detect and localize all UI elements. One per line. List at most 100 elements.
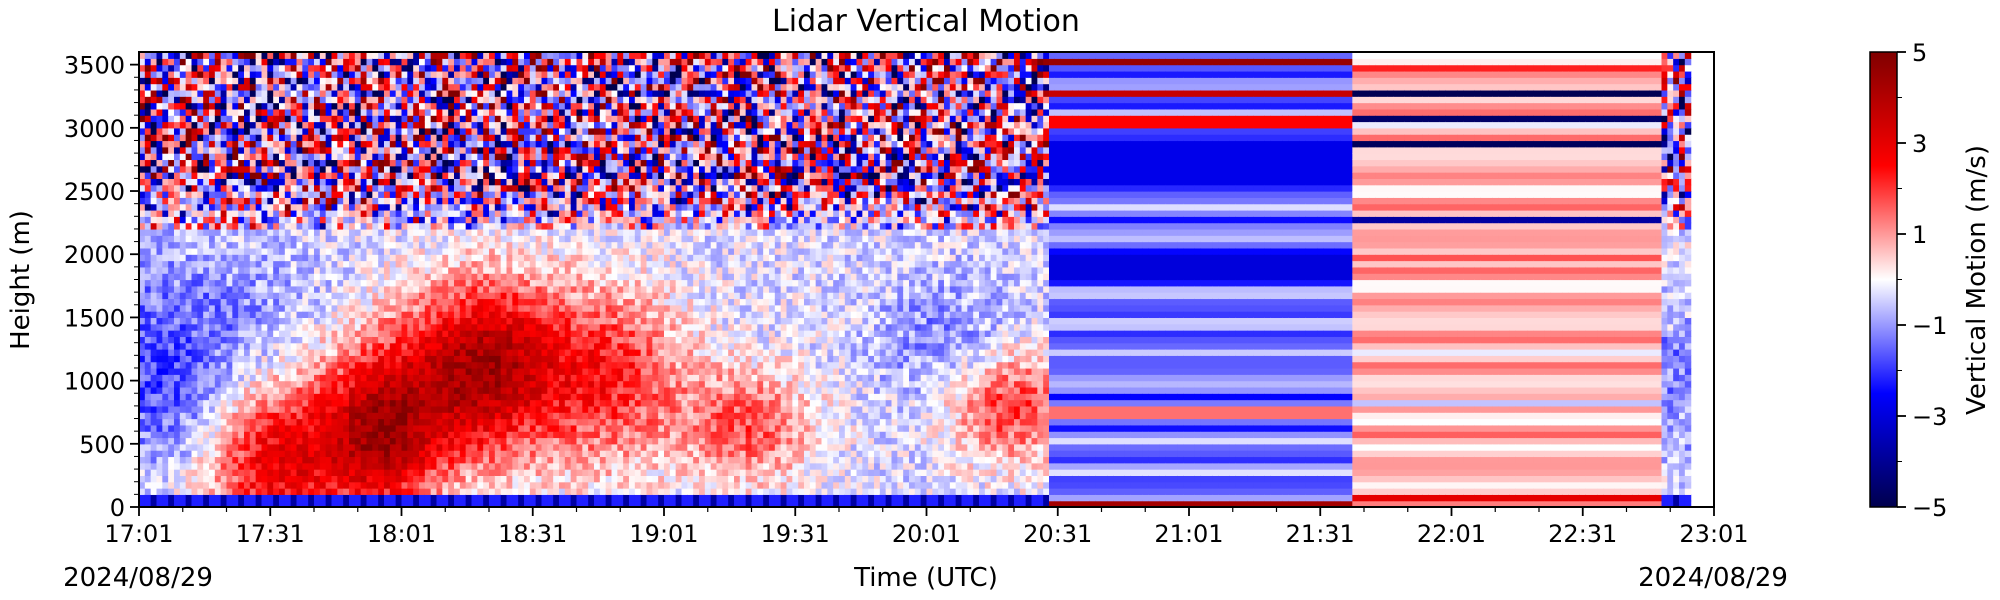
heatmap-cell: [255, 216, 263, 224]
heatmap-cell: [238, 241, 245, 249]
heatmap-cell: [529, 431, 537, 439]
heatmap-cell: [384, 342, 391, 350]
heatmap-cell: [389, 349, 397, 356]
heatmap-cell: [413, 349, 420, 356]
heatmap-cell: [500, 178, 508, 186]
heatmap-cell: [535, 336, 543, 344]
heatmap-cell: [203, 108, 210, 116]
heatmap-cell: [343, 96, 350, 104]
heatmap-cell: [395, 115, 403, 123]
heatmap-cell: [389, 134, 397, 142]
heatmap-cell: [372, 374, 379, 382]
heatmap-cell: [454, 279, 461, 287]
heatmap-cell: [500, 266, 508, 274]
heatmap-cell: [150, 462, 158, 470]
heatmap-cell: [319, 235, 327, 243]
heatmap-cell: [331, 367, 338, 375]
heatmap-cell: [489, 323, 496, 331]
heatmap-cell: [518, 342, 525, 350]
heatmap-cell: [419, 191, 426, 198]
heatmap-cell: [506, 355, 513, 363]
heatmap-cell: [413, 443, 420, 451]
heatmap-cell: [349, 241, 356, 249]
heatmap-cell: [349, 443, 356, 451]
heatmap-cell: [529, 216, 537, 224]
heatmap-cell: [436, 330, 443, 337]
heatmap-cell: [524, 83, 531, 91]
heatmap-cell: [179, 102, 187, 110]
heatmap-cell: [308, 355, 315, 363]
heatmap-cell: [535, 367, 543, 375]
heatmap-cell: [442, 191, 449, 198]
heatmap-cell: [471, 260, 478, 268]
heatmap-cell: [500, 386, 508, 394]
heatmap-cell: [349, 121, 356, 129]
heatmap-cell: [302, 494, 309, 502]
heatmap-cell: [506, 462, 513, 470]
heatmap-cell: [395, 292, 403, 300]
heatmap-cell: [290, 102, 298, 110]
heatmap-cell: [448, 153, 455, 161]
heatmap-cell: [214, 367, 222, 375]
heatmap-cell: [220, 469, 228, 476]
heatmap-cell: [535, 216, 543, 224]
heatmap-cell: [238, 469, 245, 476]
heatmap-cell: [512, 412, 519, 420]
heatmap-cell: [518, 58, 525, 66]
heatmap-cell: [524, 172, 531, 179]
heatmap-cell: [279, 349, 286, 356]
heatmap-cell: [249, 222, 257, 230]
heatmap-cell: [214, 298, 222, 306]
heatmap-cell: [524, 235, 531, 243]
heatmap-cell: [407, 266, 414, 274]
heatmap-cell: [407, 431, 414, 439]
heatmap-cell: [267, 380, 274, 388]
heatmap-cell: [331, 386, 338, 394]
heatmap-cell: [226, 456, 233, 464]
heatmap-cell: [290, 367, 298, 375]
heatmap-cell: [255, 292, 263, 300]
heatmap-cell: [203, 146, 210, 154]
heatmap-cell: [401, 127, 408, 135]
heatmap-cell: [267, 209, 274, 217]
heatmap-cell: [366, 323, 373, 331]
heatmap-cell: [168, 115, 175, 123]
heatmap-cell: [471, 279, 478, 287]
heatmap-cell: [337, 399, 344, 407]
heatmap-cell: [489, 469, 496, 476]
heatmap-cell: [244, 83, 251, 91]
heatmap-cell: [535, 273, 543, 281]
heatmap-cell: [471, 298, 478, 306]
heatmap-cell: [518, 178, 525, 186]
heatmap-cell: [214, 380, 222, 388]
heatmap-cell: [267, 311, 274, 319]
heatmap-cell: [430, 462, 438, 470]
heatmap-cell: [541, 418, 548, 426]
heatmap-cell: [214, 108, 222, 116]
heatmap-cell: [389, 70, 397, 78]
heatmap-cell: [343, 184, 350, 192]
heatmap-cell: [174, 209, 181, 217]
heatmap-cell: [203, 254, 210, 262]
heatmap-cell: [238, 349, 245, 356]
heatmap-cell: [494, 412, 502, 420]
heatmap-cell: [413, 222, 420, 230]
heatmap-cell: [471, 241, 478, 249]
heatmap-cell: [261, 342, 268, 350]
heatmap-cell: [500, 330, 508, 337]
heatmap-cell: [471, 209, 478, 217]
heatmap-cell: [349, 70, 356, 78]
heatmap-cell: [500, 311, 508, 319]
heatmap-cell: [529, 127, 537, 135]
heatmap-cell: [244, 134, 251, 142]
heatmap-cell: [325, 349, 333, 356]
heatmap-cell: [430, 450, 438, 458]
heatmap-cell: [232, 222, 239, 230]
heatmap-cell: [261, 102, 268, 110]
heatmap-cell: [343, 153, 350, 161]
heatmap-cell: [366, 418, 373, 426]
heatmap-cell: [372, 184, 379, 192]
heatmap-cell: [279, 165, 286, 173]
heatmap-cell: [494, 191, 502, 198]
heatmap-cell: [413, 367, 420, 375]
